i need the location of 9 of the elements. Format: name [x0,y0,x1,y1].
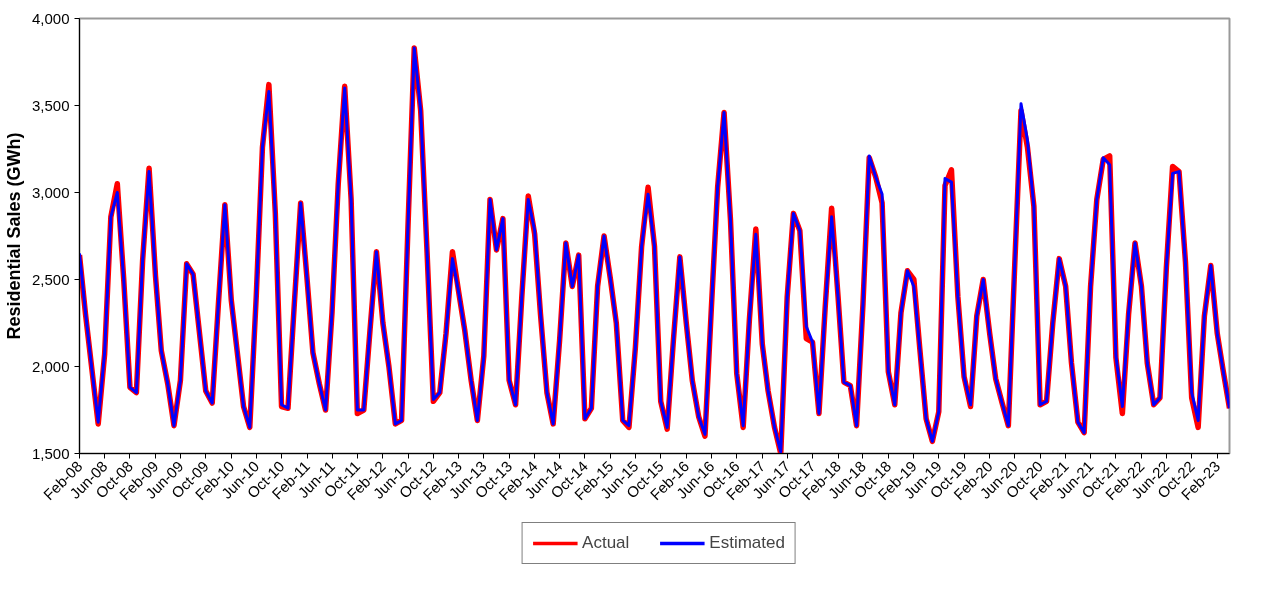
y-tick-label: 2,500 [31,270,70,288]
y-tick-label: 3,500 [31,96,70,114]
y-tick-label: 2,000 [31,357,70,375]
legend-label: Actual [582,533,630,553]
y-tick-label: 4,000 [31,9,70,27]
y-tick-label: 1,500 [31,444,70,462]
y-axis-title: Residential Sales (GWh) [3,132,24,340]
legend-label: Estimated [709,533,785,553]
y-tick-label: 3,000 [31,183,70,201]
